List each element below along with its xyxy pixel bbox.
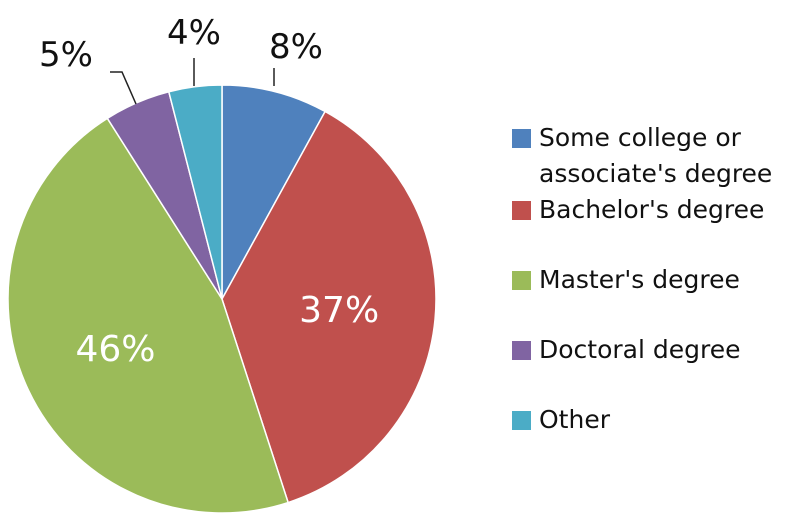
legend-swatch-some-college: [512, 129, 531, 148]
data-labels: 8% 37% 46% 5% 4%: [39, 13, 379, 370]
pie-slice-other: [167, 84, 223, 300]
data-label-bachelors: 37%: [299, 290, 379, 331]
data-label-other: 4%: [167, 13, 221, 53]
legend-item-masters: Master's degree: [512, 262, 740, 298]
legend-item-other: Other: [512, 402, 610, 438]
legend-swatch-masters: [512, 271, 531, 290]
pie-slice-some-college: [221, 84, 327, 300]
legend-item-bachelors: Bachelor's degree: [512, 192, 764, 228]
legend-item-some-college: Some college or associate's degree: [512, 120, 772, 192]
leader-line-doctoral: [110, 71, 137, 105]
data-label-doctoral: 5%: [39, 35, 93, 75]
pie-slice-bachelors: [221, 110, 437, 504]
pie-slices: [7, 84, 437, 514]
legend-swatch-other: [512, 411, 531, 430]
legend-item-doctoral: Doctoral degree: [512, 332, 741, 368]
legend-label-some-college: Some college or associate's degree: [539, 123, 773, 188]
legend-swatch-doctoral: [512, 341, 531, 360]
legend-label-masters: Master's degree: [539, 265, 740, 294]
legend-label-other: Other: [539, 405, 610, 434]
data-label-some-college: 8%: [269, 27, 323, 67]
leader-lines: [110, 58, 275, 105]
legend-label-doctoral: Doctoral degree: [539, 335, 741, 364]
data-label-masters: 46%: [75, 329, 155, 370]
legend-swatch-bachelors: [512, 201, 531, 220]
legend-label-bachelors: Bachelor's degree: [539, 195, 765, 224]
pie-slice-masters: [7, 117, 290, 514]
